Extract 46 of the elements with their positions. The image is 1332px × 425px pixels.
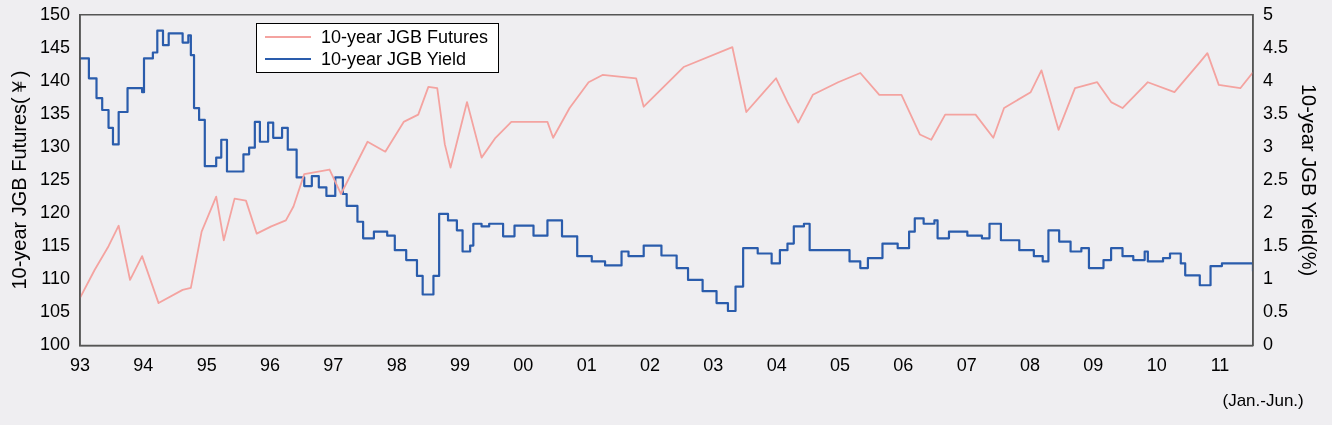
x-tick-label: 06	[893, 355, 914, 376]
y-tick-label: 150	[39, 3, 71, 24]
y2-tick-label: 0	[1262, 334, 1273, 355]
y-tick-label: 110	[41, 268, 71, 289]
y-tick-label: 135	[39, 102, 71, 123]
y2-axis-title: 10-year JGB Yield(%)	[1298, 83, 1321, 277]
y-tick-label: 140	[39, 69, 71, 90]
x-tick-label: 01	[576, 355, 597, 376]
x-tick-label: 95	[196, 355, 217, 376]
y-tick-label: 120	[39, 202, 71, 223]
x-tick-label: 96	[260, 355, 281, 376]
y-tick-label: 130	[39, 136, 71, 157]
y2-tick-label: 2.5	[1262, 169, 1289, 190]
y-tick-label: 105	[39, 301, 71, 322]
y2-tick-label: 3.5	[1262, 102, 1289, 123]
x-tick-label: 03	[703, 355, 724, 376]
legend-label: 10-year JGB Yield	[320, 47, 467, 70]
x-tick-label: 93	[70, 355, 91, 376]
x-tick-label: 99	[450, 355, 471, 376]
x-tick-label: 11	[1210, 355, 1230, 376]
y-tick-label: 145	[39, 36, 71, 57]
y2-tick-label: 3	[1262, 136, 1273, 157]
text: (Jan.-Jun.)	[1222, 391, 1304, 412]
x-tick-label: 94	[133, 355, 154, 376]
y2-tick-label: 4	[1262, 69, 1273, 90]
x-tick-label: 04	[766, 355, 787, 376]
y-axis-title: 10-year JGB Futures(￥)	[7, 70, 30, 290]
y2-tick-label: 1.5	[1262, 235, 1289, 256]
y2-tick-label: 5	[1262, 3, 1273, 24]
x-tick-label: 00	[513, 355, 534, 376]
legend-label: 10-year JGB Futures	[320, 25, 489, 48]
y2-tick-label: 0.5	[1262, 301, 1289, 322]
y-tick-label: 100	[39, 334, 71, 355]
x-tick-label: 08	[1020, 355, 1041, 376]
y2-tick-label: 2	[1262, 202, 1273, 223]
y2-tick-label: 1	[1262, 268, 1273, 289]
x-tick-label: 97	[323, 355, 344, 376]
x-tick-label: 02	[640, 355, 661, 376]
y-tick-label: 115	[41, 235, 71, 256]
y2-tick-label: 4.5	[1262, 36, 1289, 57]
x-tick-label: 98	[386, 355, 407, 376]
y-tick-label: 125	[39, 169, 71, 190]
x-tick-label: 10	[1146, 355, 1167, 376]
x-tick-label: 07	[956, 355, 977, 376]
x-tick-label: 05	[830, 355, 851, 376]
x-tick-label: 09	[1083, 355, 1104, 376]
